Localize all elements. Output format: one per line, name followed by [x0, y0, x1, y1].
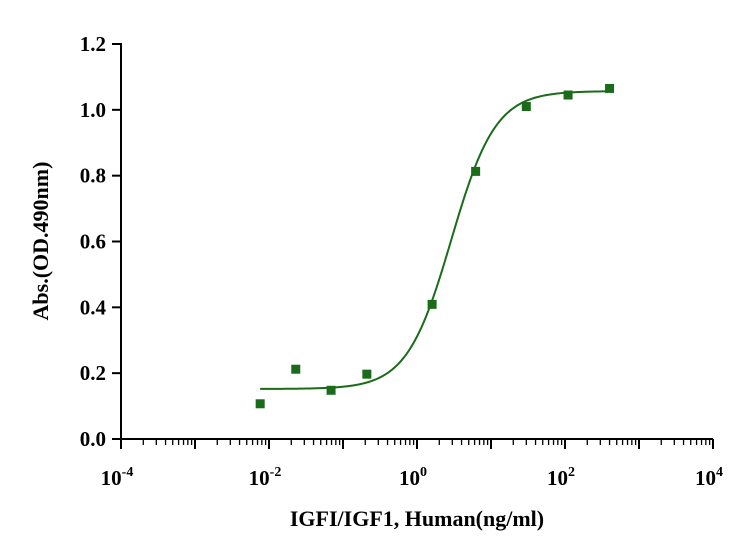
x-tick-label: 10-2	[249, 465, 282, 490]
x-axis-title: IGFI/IGF1, Human(ng/ml)	[290, 506, 544, 531]
y-axis: 0.0 0.2 0.4 0.6 0.8 1.0 1.2	[80, 32, 122, 451]
x-tick-label: 100	[399, 465, 427, 490]
data-point	[255, 399, 265, 409]
data-point	[605, 83, 615, 93]
x-tick-label: 104	[695, 465, 723, 490]
data-point	[521, 102, 531, 112]
y-tick-label: 1.2	[80, 32, 106, 56]
fit-curve	[260, 90, 610, 390]
y-tick-label: 0.4	[80, 295, 107, 319]
data-points	[255, 83, 615, 409]
data-point	[563, 90, 573, 100]
data-point	[471, 166, 481, 176]
x-tick-label: 10-4	[101, 465, 134, 490]
y-tick-label: 0.8	[80, 164, 106, 188]
data-point	[362, 369, 372, 379]
fit-curve-layer	[260, 90, 610, 390]
y-tick-label: 1.0	[80, 98, 106, 122]
y-axis-title: Abs.(OD.490nm)	[28, 162, 53, 321]
data-point	[427, 299, 437, 309]
x-axis: 10-4 10-2 100 102 104	[101, 438, 723, 490]
x-tick-label: 102	[547, 465, 575, 490]
y-tick-label: 0.0	[80, 427, 106, 451]
data-point	[291, 364, 301, 374]
data-point	[326, 385, 336, 395]
y-tick-label: 0.6	[80, 230, 106, 254]
y-tick-label: 0.2	[80, 361, 106, 385]
